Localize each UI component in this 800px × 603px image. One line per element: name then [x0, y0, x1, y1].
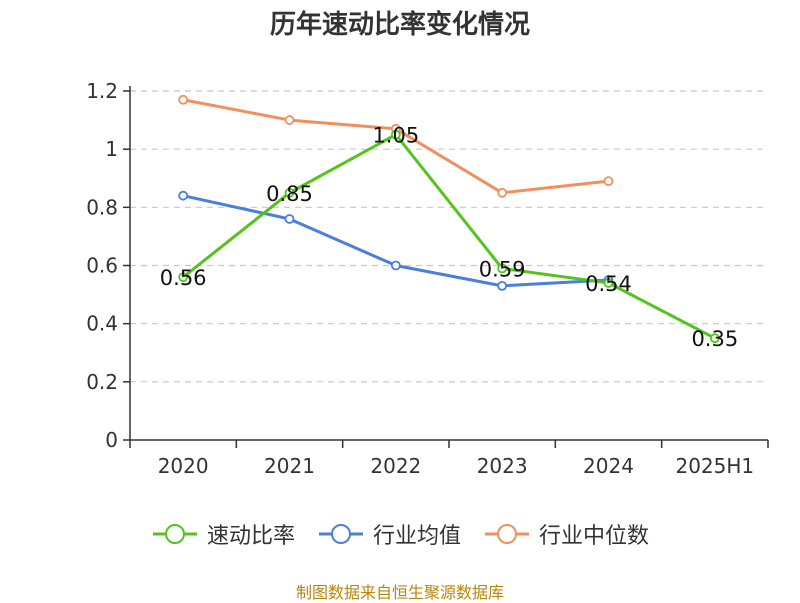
legend-swatch-icon: [485, 524, 529, 544]
y-tick-label: 1: [105, 137, 118, 161]
y-tick-label: 0.8: [86, 195, 118, 219]
legend-label: 速动比率: [206, 524, 295, 549]
legend-label: 行业均值: [372, 524, 461, 549]
legend: 速动比率 行业均值 行业中位数: [0, 518, 800, 550]
data-point[interactable]: [603, 176, 614, 187]
series-lines: [182, 98, 716, 340]
axes: 0 0.2 0.4 0.6 0.8 1 1.2 2020 2021 2022 2023 2024 202…: [86, 79, 769, 478]
y-tick-label: 0.4: [86, 312, 118, 336]
data-point[interactable]: [497, 263, 508, 274]
y-tick-label: 0: [105, 428, 118, 452]
data-point[interactable]: [709, 333, 720, 344]
data-label: 0.59: [479, 257, 526, 281]
series-line-0: [182, 133, 716, 340]
series-line-1: [182, 194, 609, 288]
source-note: 制图数据来自恒生聚源数据库: [295, 583, 504, 602]
x-tick-label: 2022: [370, 454, 421, 478]
data-point[interactable]: [178, 190, 189, 201]
y-tick-label: 1.2: [86, 79, 118, 103]
x-tick-label: 2024: [583, 454, 634, 478]
data-point[interactable]: [390, 260, 401, 271]
data-point[interactable]: [284, 187, 295, 198]
x-tick-label: 2023: [477, 454, 528, 478]
chart-title: 历年速动比率变化情况: [269, 10, 530, 40]
x-tick-label: 2021: [264, 454, 315, 478]
x-tick-label: 2020: [158, 454, 209, 478]
legend-swatch-icon: [318, 524, 363, 544]
data-point[interactable]: [178, 94, 189, 105]
data-point[interactable]: [497, 187, 508, 198]
data-label: 0.85: [266, 182, 313, 206]
data-labels: 0.56 0.85 1.05 0.59 0.54 0.35: [160, 124, 738, 352]
data-label: 1.05: [372, 124, 419, 148]
x-tick-label: 2025H1: [675, 454, 754, 478]
legend-item[interactable]: 速动比率: [151, 518, 295, 550]
data-point[interactable]: [497, 280, 508, 291]
grid-lines: [130, 90, 768, 383]
data-point[interactable]: [284, 115, 295, 125]
data-point[interactable]: [390, 129, 401, 140]
data-points: [178, 94, 720, 344]
legend-item[interactable]: 行业中位数: [483, 518, 649, 550]
legend-label: 行业中位数: [539, 524, 650, 549]
legend-item[interactable]: 行业均值: [317, 518, 461, 550]
y-tick-label: 0.2: [86, 370, 118, 394]
data-point[interactable]: [284, 214, 295, 224]
legend-swatch-icon: [152, 524, 197, 544]
data-label: 0.35: [691, 327, 738, 351]
data-point[interactable]: [603, 278, 614, 288]
y-tick-label: 0.6: [86, 254, 118, 278]
data-point[interactable]: [178, 272, 189, 283]
data-label: 0.56: [160, 266, 207, 290]
data-label: 0.54: [585, 272, 632, 296]
